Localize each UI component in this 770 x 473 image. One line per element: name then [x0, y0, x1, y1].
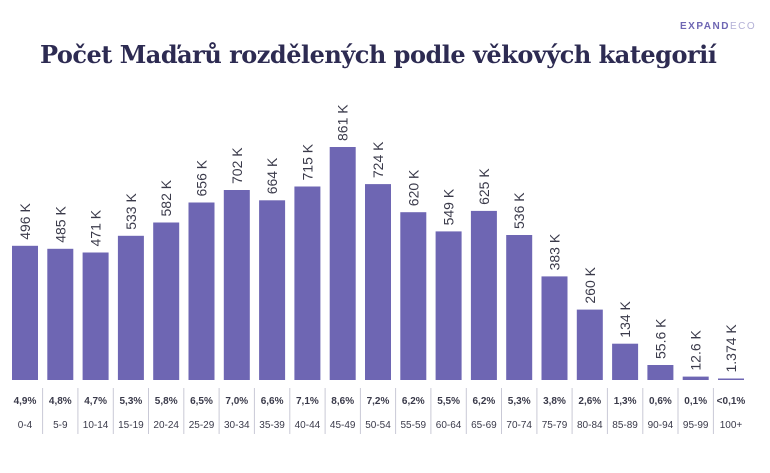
value-label: 533 K — [123, 193, 139, 230]
value-label: 471 K — [88, 209, 104, 246]
percent-label: 2,6% — [578, 396, 601, 407]
value-label: 485 K — [52, 206, 68, 243]
percent-label: 5,8% — [155, 396, 178, 407]
bar-75-79 — [541, 276, 568, 380]
category-label: 100+ — [720, 420, 743, 431]
category-label: 30-34 — [224, 420, 250, 431]
value-label: 625 K — [476, 168, 492, 205]
bar-80-84 — [576, 309, 603, 380]
value-label: 12.6 K — [688, 329, 704, 370]
category-label: 60-64 — [436, 420, 462, 431]
category-label: 85-89 — [612, 420, 638, 431]
percent-label: 4,8% — [49, 396, 72, 407]
category-label: 35-39 — [259, 420, 285, 431]
value-label: 861 K — [335, 104, 351, 141]
bar-50-54 — [365, 184, 391, 380]
bar-20-24 — [153, 222, 180, 380]
category-label: 95-99 — [683, 420, 709, 431]
category-label: 55-59 — [401, 420, 427, 431]
bar-85-89 — [612, 343, 639, 380]
percent-label: 7,2% — [367, 396, 390, 407]
bar-95-99 — [682, 376, 709, 380]
bar-90-94 — [647, 365, 674, 380]
category-label: 65-69 — [471, 420, 497, 431]
bar-40-44 — [294, 186, 321, 380]
bar-65-69 — [470, 210, 497, 380]
bar-35-39 — [259, 200, 286, 380]
percent-label: <0,1% — [717, 396, 746, 407]
bar-15-19 — [117, 235, 144, 380]
percent-label: 6,2% — [473, 396, 496, 407]
value-label: 664 K — [264, 157, 280, 194]
percent-label: 0,6% — [649, 396, 672, 407]
bar-45-49 — [329, 147, 356, 380]
bar-25-29 — [188, 202, 215, 380]
value-label: 656 K — [194, 159, 210, 196]
bar-30-34 — [223, 190, 250, 380]
percent-label: 6,5% — [190, 396, 213, 407]
percent-label: 7,1% — [296, 396, 319, 407]
value-label: 620 K — [405, 169, 421, 206]
percent-label: 5,3% — [120, 396, 143, 407]
category-label: 5-9 — [53, 420, 68, 431]
category-label: 25-29 — [189, 420, 215, 431]
percent-label: 0,1% — [684, 396, 707, 407]
percent-label: 8,6% — [331, 396, 354, 407]
value-label: 582 K — [158, 179, 174, 216]
value-label: 702 K — [229, 147, 245, 184]
bar-60-64 — [435, 231, 462, 380]
value-label: 55.6 K — [652, 318, 668, 359]
percent-label: 1,3% — [614, 396, 637, 407]
category-label: 80-84 — [577, 420, 603, 431]
value-label: 536 K — [511, 192, 527, 229]
category-label: 45-49 — [330, 420, 356, 431]
category-label: 70-74 — [506, 420, 532, 431]
bar-0-4 — [12, 245, 38, 380]
value-label: 724 K — [370, 141, 386, 178]
category-label: 20-24 — [153, 420, 179, 431]
category-label: 15-19 — [118, 420, 144, 431]
brand-logo: EXPANDECO — [680, 21, 757, 32]
value-label: 260 K — [582, 266, 598, 303]
category-label: 75-79 — [542, 420, 568, 431]
category-label: 10-14 — [83, 420, 109, 431]
percent-label: 7,0% — [225, 396, 248, 407]
category-label: 50-54 — [365, 420, 391, 431]
percent-label: 3,8% — [543, 396, 566, 407]
percent-label: 5,5% — [437, 396, 460, 407]
bar-55-59 — [400, 212, 427, 380]
category-label: 0-4 — [18, 420, 33, 431]
category-label: 40-44 — [295, 420, 321, 431]
bar-100+ — [718, 378, 744, 380]
percent-label: 4,7% — [84, 396, 107, 407]
percent-label: 6,6% — [261, 396, 284, 407]
bar-5-9 — [47, 248, 74, 380]
value-label: 549 K — [441, 188, 457, 225]
bar-10-14 — [82, 252, 109, 380]
category-label: 90-94 — [648, 420, 674, 431]
percent-label: 6,2% — [402, 396, 425, 407]
bar-70-74 — [506, 235, 533, 380]
value-label: 383 K — [547, 233, 563, 270]
value-label: 1.374 K — [723, 324, 739, 373]
percent-label: 5,3% — [508, 396, 531, 407]
chart-title: Počet Maďarů rozdělených podle věkových … — [40, 40, 717, 69]
percent-label: 4,9% — [14, 396, 37, 407]
value-label: 134 K — [617, 300, 633, 337]
value-label: 715 K — [299, 143, 315, 180]
value-label: 496 K — [17, 203, 33, 240]
